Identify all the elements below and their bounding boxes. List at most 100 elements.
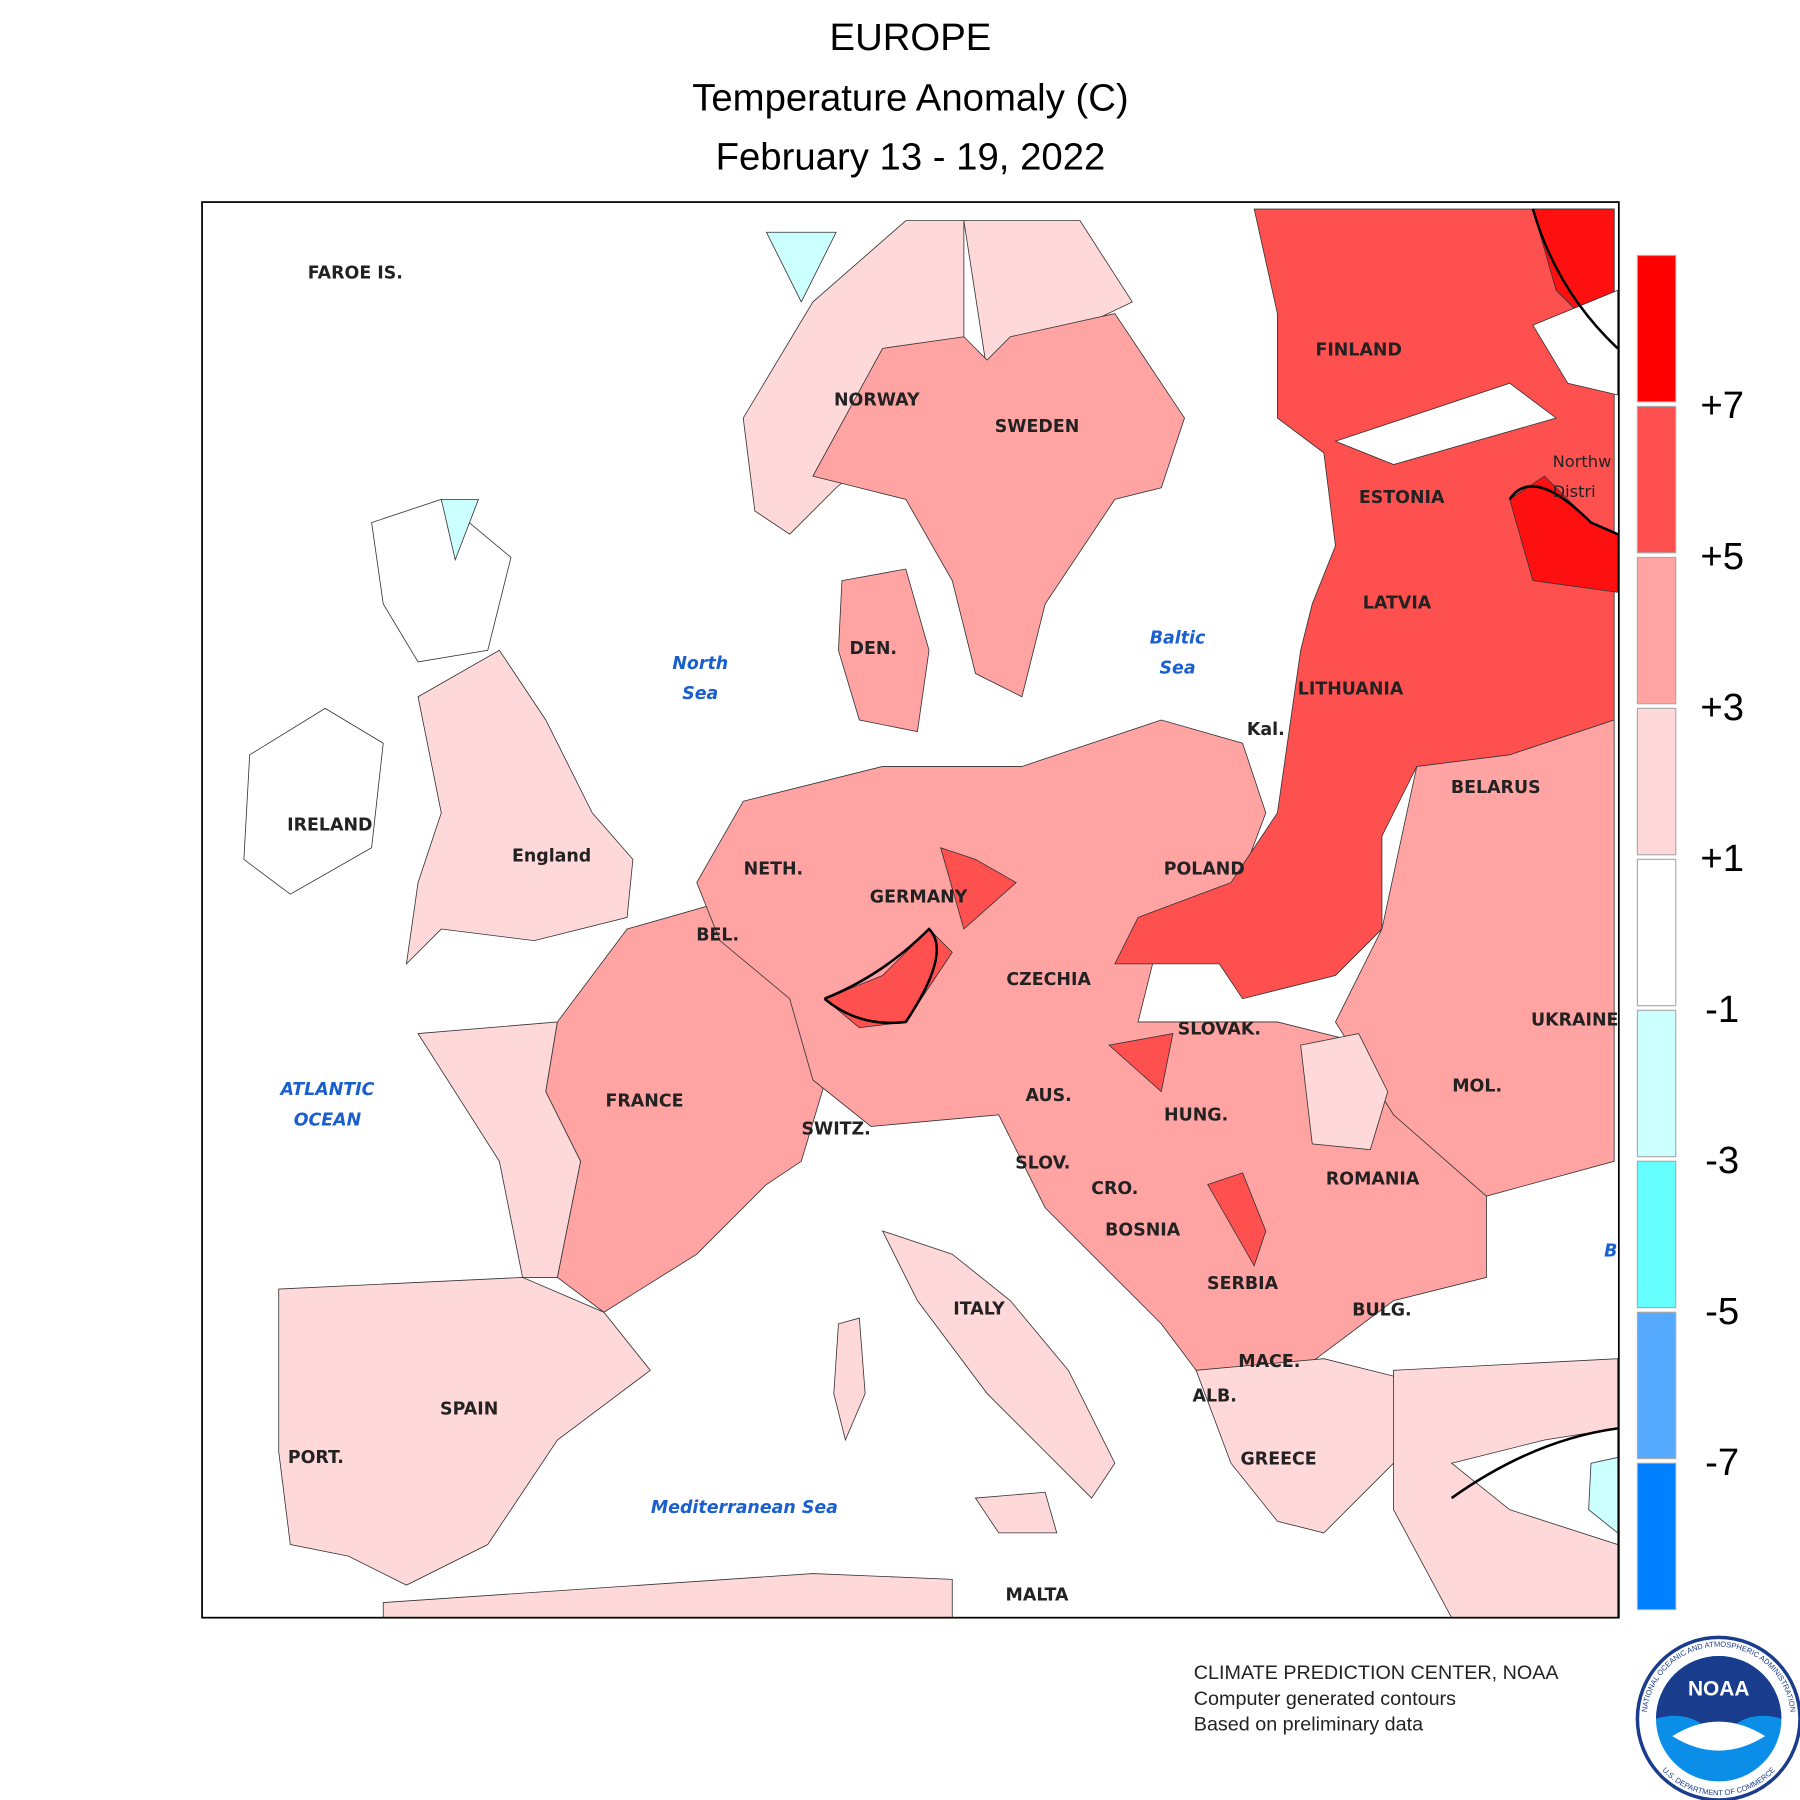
place-label: NETH. — [744, 859, 804, 879]
region-medium — [812, 313, 1185, 698]
place-label: ROMANIA — [1326, 1170, 1420, 1190]
footer-line: Computer generated contours — [1194, 1688, 1456, 1710]
gulf — [1334, 382, 1558, 465]
place-label: FAROE IS. — [308, 264, 403, 284]
region-medium — [838, 568, 930, 733]
water-label: Sea — [682, 684, 718, 704]
legend-tick-label: -5 — [1705, 1290, 1739, 1333]
region-label: Distri — [1553, 482, 1596, 501]
place-label: FRANCE — [606, 1092, 684, 1112]
place-label: SWITZ. — [801, 1120, 870, 1140]
place-label: CRO. — [1091, 1179, 1138, 1199]
region-medium — [696, 719, 1487, 1465]
place-label: GREECE — [1241, 1449, 1317, 1469]
noaa-logo: NOAA NATIONAL OCEANIC AND ATMOSPHERIC AD… — [1635, 1635, 1800, 1800]
place-label: MACE. — [1238, 1352, 1300, 1372]
place-label: LATVIA — [1363, 594, 1432, 614]
water-label: Baltic — [1150, 628, 1206, 648]
region-white — [243, 707, 384, 895]
logo-bird — [1672, 1721, 1766, 1751]
legend-swatch — [1636, 707, 1677, 856]
legend-tick-label: +3 — [1700, 686, 1744, 729]
place-label: IRELAND — [287, 815, 372, 835]
footer: CLIMATE PREDICTION CENTER, NOAA Computer … — [1194, 1662, 1560, 1735]
contour — [823, 927, 938, 1025]
water-label: Mediterranean Sea — [651, 1498, 838, 1518]
place-label: FINLAND — [1315, 340, 1402, 360]
place-label: BOSNIA — [1105, 1221, 1181, 1241]
contour — [1508, 485, 1619, 536]
region-cool — [440, 498, 480, 562]
region-label: Northw — [1553, 452, 1612, 471]
contours — [823, 208, 1619, 1500]
place-label: SLOV. — [1015, 1153, 1070, 1173]
legend-swatch — [1636, 1160, 1677, 1309]
place-label: CZECHIA — [1006, 970, 1091, 990]
legend-tick-label: +5 — [1700, 535, 1744, 578]
contour — [1531, 208, 1619, 350]
place-label: Kal. — [1247, 720, 1285, 740]
region-high — [1108, 1033, 1174, 1093]
subtitle: Temperature Anomaly (C) — [692, 76, 1129, 119]
legend-swatch — [1636, 405, 1677, 554]
legend-swatch — [1636, 1462, 1677, 1611]
place-label: GERMANY — [870, 887, 968, 907]
footer-line: Based on preliminary data — [1194, 1713, 1423, 1735]
place-label: SLOVAK. — [1178, 1020, 1261, 1040]
lake — [1532, 289, 1619, 396]
region-medium — [1335, 719, 1615, 1197]
region-high — [1207, 1172, 1267, 1267]
place-label: ALB. — [1192, 1387, 1236, 1407]
place-label: MOL. — [1452, 1077, 1502, 1097]
water-label: North — [672, 654, 728, 674]
legend-tick-label: -1 — [1705, 988, 1739, 1031]
map-frame — [201, 201, 1620, 1619]
place-label: DEN. — [850, 639, 898, 659]
region-cool — [1588, 1456, 1619, 1534]
legend-tick-label: -3 — [1705, 1139, 1739, 1182]
period: February 13 - 19, 2022 — [716, 136, 1106, 179]
place-label: MALTA — [1006, 1585, 1070, 1605]
place-label: POLAND — [1164, 859, 1245, 879]
region-light — [278, 1277, 651, 1586]
logo-text: NOAA — [1688, 1677, 1750, 1700]
map: FAROE IS. NORWAY SWEDEN FINLAND ESTONIA LATVI… — [202, 202, 1619, 1618]
region-light — [405, 649, 634, 966]
anomaly-regions — [243, 208, 1619, 1618]
legend-swatch — [1636, 1009, 1677, 1158]
region-light — [963, 220, 1133, 373]
water-label: Sea — [1160, 659, 1196, 679]
water-label: B — [1604, 1242, 1617, 1262]
legend-tick-label: -7 — [1705, 1441, 1739, 1484]
place-label: SWEDEN — [995, 417, 1080, 437]
region-light — [881, 1230, 1116, 1499]
legend-tick-label: +1 — [1700, 837, 1744, 880]
place-label: ITALY — [953, 1300, 1005, 1320]
place-label: BULG. — [1352, 1301, 1411, 1321]
place-label: BELARUS — [1451, 778, 1541, 798]
water-label: OCEAN — [294, 1110, 362, 1130]
region-light — [382, 1573, 953, 1618]
legend-swatch — [1636, 254, 1677, 403]
place-label: LITHUANIA — [1298, 679, 1404, 699]
logo-top — [1656, 1656, 1782, 1742]
footer-line: CLIMATE PREDICTION CENTER, NOAA — [1194, 1662, 1560, 1684]
map-labels: FAROE IS. NORWAY SWEDEN FINLAND ESTONIA LATVI… — [279, 264, 1619, 1606]
region-high — [823, 928, 953, 1029]
place-label: UKRAINE — [1531, 1010, 1618, 1030]
legend-tick-label: +7 — [1700, 384, 1744, 427]
region-cool — [765, 231, 837, 303]
contour — [1450, 1427, 1618, 1500]
title: EUROPE — [830, 16, 992, 59]
place-label: AUS. — [1026, 1086, 1072, 1106]
region-light — [833, 1317, 866, 1442]
region-light — [1300, 1033, 1389, 1151]
legend: +7 +5 +3 +1 -1 -3 -5 -7 — [1636, 254, 1744, 1611]
place-label: BEL. — [696, 926, 739, 946]
region-light — [974, 1491, 1058, 1534]
region-high — [940, 847, 1017, 930]
place-label: SPAIN — [440, 1399, 498, 1419]
water-label: ATLANTIC — [279, 1080, 375, 1100]
